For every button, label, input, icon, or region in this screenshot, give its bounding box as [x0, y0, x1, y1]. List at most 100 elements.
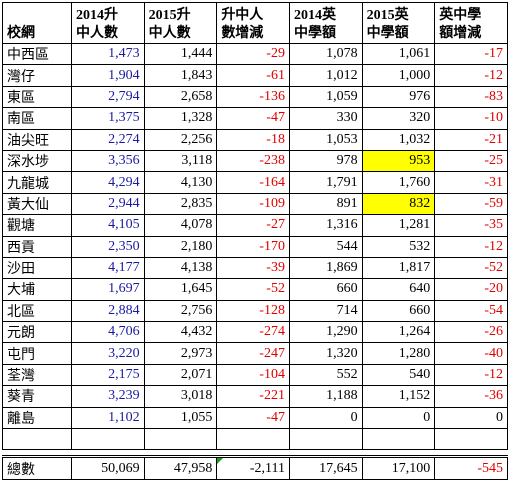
value-cell: -12	[434, 64, 508, 87]
data-row: 沙田 4,177 4,138 -39 1,869 1,817 -52	[2, 256, 508, 280]
total-cell: 17,645	[288, 455, 363, 480]
value-cell: 832	[361, 192, 436, 216]
district-cell: 中西區	[2, 42, 72, 66]
district-cell: 離島	[2, 406, 72, 430]
value-cell: 891	[288, 192, 363, 216]
total-label: 總數	[2, 455, 72, 480]
value-cell: 1,264	[361, 321, 436, 344]
value-cell: 2,071	[143, 363, 218, 387]
value-cell: 1,320	[288, 342, 363, 365]
value-cell: 1,059	[288, 85, 363, 109]
value-cell: -39	[216, 256, 290, 280]
district-table: 校網 2014升 中人數 2015升 中人數 升中人 數增減 2014英 中學額 2015英 中學額…	[2, 2, 508, 480]
header-line: 數增減	[221, 26, 264, 41]
district-cell: 大埔	[2, 278, 72, 301]
empty-cell	[71, 449, 145, 458]
value-cell: -40	[434, 342, 508, 365]
value-cell: 1,645	[143, 278, 218, 301]
value-cell: 2,180	[143, 235, 218, 258]
value-cell: 1,760	[361, 171, 436, 194]
empty-cell	[434, 428, 508, 451]
value-cell: 1,055	[143, 406, 218, 430]
data-row: 西貢 2,350 2,180 -170 544 532 -12	[2, 235, 508, 258]
data-row: 北區 2,884 2,756 -128 714 660 -54	[2, 299, 508, 323]
empty-cell	[2, 428, 72, 451]
value-cell: -61	[216, 64, 290, 87]
value-cell: 544	[288, 235, 363, 258]
value-cell: 2,944	[71, 192, 145, 216]
value-cell: 1,053	[288, 128, 363, 151]
district-cell: 九龍城	[2, 171, 72, 194]
value-cell: -17	[434, 42, 508, 66]
value-cell: 1,791	[288, 171, 363, 194]
header-line: 升中人	[221, 8, 264, 23]
header-line: 英中學	[439, 8, 482, 23]
value-cell: 4,706	[71, 321, 145, 344]
value-cell: -29	[216, 42, 290, 66]
value-cell: -247	[216, 342, 290, 365]
value-cell: -221	[216, 385, 290, 408]
value-cell: 2,658	[143, 85, 218, 109]
total-row: 總數 50,069 47,958 -2,111 17,645 17,100 -545	[2, 455, 508, 480]
data-row: 大埔 1,697 1,645 -52 660 640 -20	[2, 278, 508, 301]
value-cell: 4,130	[143, 171, 218, 194]
value-cell: 1,316	[288, 214, 363, 237]
value-cell: 4,078	[143, 214, 218, 237]
value-cell: -52	[216, 278, 290, 301]
value-cell: 0	[361, 406, 436, 430]
header-line: 2015升	[148, 8, 191, 23]
value-cell: -238	[216, 149, 290, 173]
value-cell: 2,794	[71, 85, 145, 109]
value-cell: 953	[361, 149, 436, 173]
data-row: 葵青 3,239 3,018 -221 1,188 1,152 -36	[2, 385, 508, 408]
value-cell: 1,843	[143, 64, 218, 87]
value-cell: 2,175	[71, 363, 145, 387]
data-row: 東區 2,794 2,658 -136 1,059 976 -83	[2, 85, 508, 109]
value-cell: -274	[216, 321, 290, 344]
value-cell: 2,835	[143, 192, 218, 216]
value-cell: 2,256	[143, 128, 218, 151]
value-cell: 4,432	[143, 321, 218, 344]
empty-cell	[216, 449, 290, 458]
empty-cell	[2, 449, 72, 458]
district-cell: 黃大仙	[2, 192, 72, 216]
table-body: 中西區 1,473 1,444 -29 1,078 1,061 -17 灣仔 1,904 1,84…	[2, 42, 508, 458]
table-header: 校網 2014升 中人數 2015升 中人數 升中人 數增減 2014英 中學額 2015英 中學額…	[2, 2, 508, 44]
empty-cell	[361, 428, 436, 451]
empty-cell	[216, 428, 290, 451]
value-cell: 978	[288, 149, 363, 173]
value-cell: 976	[361, 85, 436, 109]
value-cell: 2,756	[143, 299, 218, 323]
value-cell: 2,973	[143, 342, 218, 365]
blank-row	[2, 428, 508, 451]
value-cell: 660	[361, 299, 436, 323]
value-cell: 1,061	[361, 42, 436, 66]
value-cell: 1,328	[143, 107, 218, 130]
value-cell: -128	[216, 299, 290, 323]
value-cell: -52	[434, 256, 508, 280]
district-cell: 西貢	[2, 235, 72, 258]
district-cell: 油尖旺	[2, 128, 72, 151]
value-cell: 552	[288, 363, 363, 387]
value-cell: -136	[216, 85, 290, 109]
value-cell: 3,356	[71, 149, 145, 173]
header-line: 中學額	[293, 26, 336, 41]
value-cell: 4,138	[143, 256, 218, 280]
value-cell: -47	[216, 107, 290, 130]
district-cell: 灣仔	[2, 64, 72, 87]
value-cell: 1,078	[288, 42, 363, 66]
value-cell: -26	[434, 321, 508, 344]
empty-cell	[434, 449, 508, 458]
header-line: 2014升	[76, 8, 118, 23]
value-cell: 1,012	[288, 64, 363, 87]
value-cell: 0	[288, 406, 363, 430]
data-row: 離島 1,102 1,055 -47 0 0 0	[2, 406, 508, 430]
value-cell: -35	[434, 214, 508, 237]
data-row: 油尖旺 2,274 2,256 -18 1,053 1,032 -21	[2, 128, 508, 151]
total-cell: 50,069	[71, 455, 145, 480]
data-row: 元朗 4,706 4,432 -274 1,290 1,264 -26	[2, 321, 508, 344]
data-row: 灣仔 1,904 1,843 -61 1,012 1,000 -12	[2, 64, 508, 87]
header-line: 中人數	[148, 26, 191, 41]
total-cell: -2,111	[216, 455, 290, 480]
district-cell: 觀塘	[2, 214, 72, 237]
